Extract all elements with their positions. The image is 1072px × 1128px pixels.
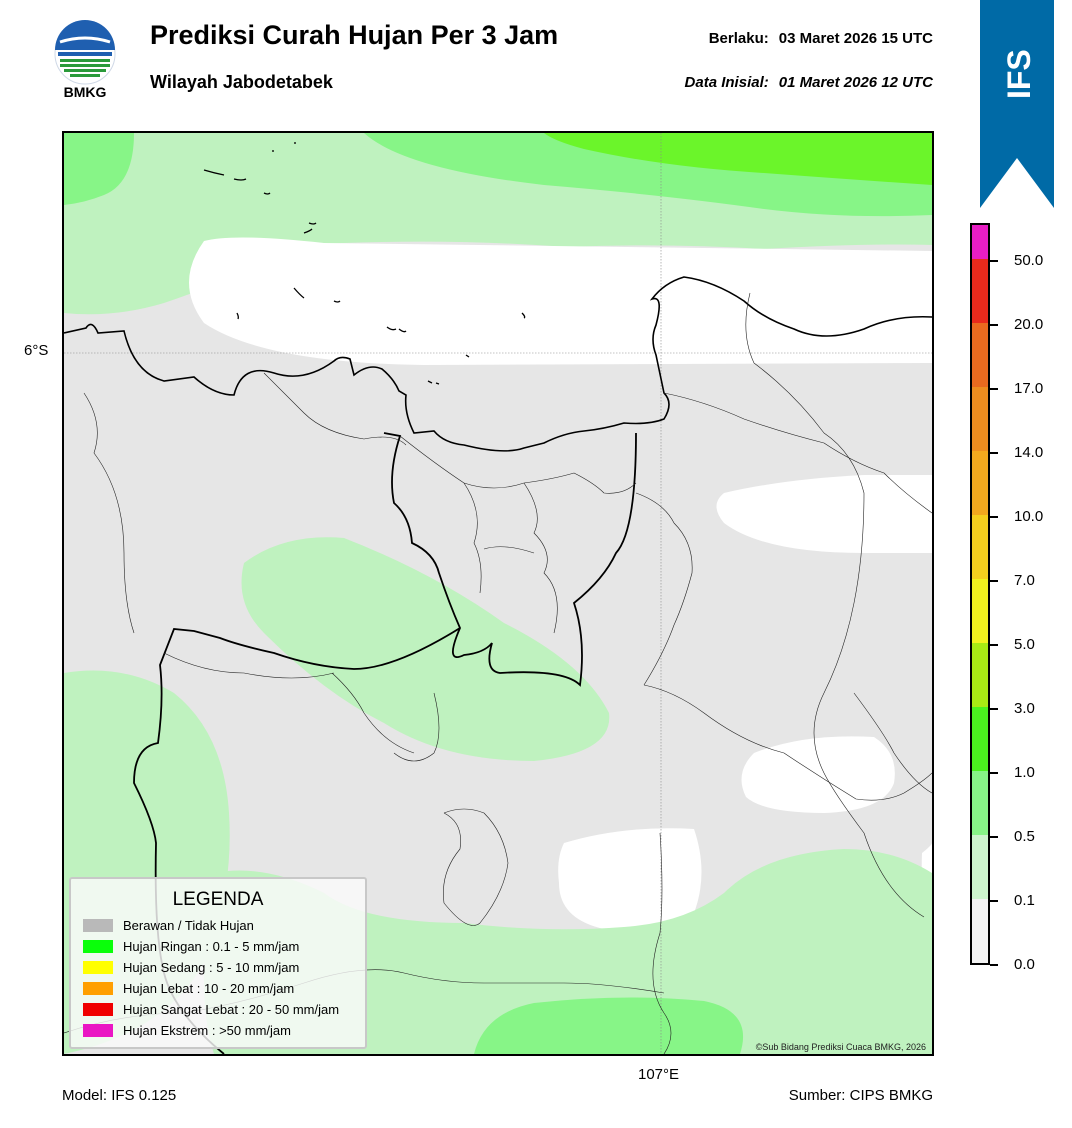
colorbar-tick-label: 17.0: [1014, 380, 1044, 397]
legend-label-cloudy: Berawan / Tidak Hujan: [123, 917, 254, 933]
colorbar-segment: [972, 899, 988, 963]
model-badge-text: IFS: [1001, 49, 1037, 99]
map-subtitle: Wilayah Jabodetabek: [150, 72, 333, 92]
init-time-label: Data Inisial:: [684, 74, 769, 91]
no-rain-band: [189, 237, 932, 365]
colorbar-tick-label: 0.0: [1014, 956, 1035, 973]
colorbar-tick-label: 14.0: [1014, 444, 1044, 461]
colorbar-segment: [972, 323, 988, 387]
legend-label-moderate-rain: Hujan Sedang : 5 - 10 mm/jam: [123, 959, 300, 975]
legend-label-extreme-rain: Hujan Ekstrem : >50 mm/jam: [123, 1022, 291, 1038]
legend-item-light-rain: Hujan Ringan : 0.1 - 5 mm/jam: [83, 938, 299, 954]
legend-item-cloudy: Berawan / Tidak Hujan: [83, 917, 254, 933]
java-coastline: [64, 276, 932, 452]
colorbar-tick-label: 20.0: [1014, 316, 1044, 333]
legend-swatch-light-rain: [83, 939, 113, 953]
colorbar-segment: [972, 835, 988, 899]
valid-time-value: 03 Maret 2026 15 UTC: [778, 30, 933, 47]
colorbar-tick: [990, 388, 998, 390]
rain-zone-central: [241, 537, 610, 761]
thousand-islands: [203, 142, 526, 385]
colorbar-tick: [990, 516, 998, 518]
colorbar-tick-label: 5.0: [1014, 636, 1035, 653]
colorbar-tick: [990, 708, 998, 710]
valid-time-label: Berlaku:: [708, 30, 769, 47]
legend-item-extreme-rain: Hujan Ekstrem : >50 mm/jam: [83, 1022, 291, 1038]
colorbar-tick-label: 0.1: [1014, 892, 1035, 909]
colorbar-tick: [990, 772, 998, 774]
no-rain-patch-southeast: [741, 736, 895, 813]
colorbar-tick: [990, 644, 998, 646]
no-rain-patch-south: [558, 828, 702, 930]
colorbar-segment: [972, 451, 988, 515]
colorbar-segment: [972, 515, 988, 579]
map-legend: LEGENDA Berawan / Tidak Hujan Hujan Ring…: [69, 877, 367, 1049]
init-time: Data Inisial: 01 Maret 2026 12 UTC: [685, 74, 933, 91]
colorbar-tick: [990, 900, 998, 902]
init-time-value: 01 Maret 2026 12 UTC: [778, 74, 933, 91]
map-title: Prediksi Curah Hujan Per 3 Jam: [150, 20, 559, 50]
copyright-text: ©Sub Bidang Prediksi Cuaca BMKG, 2026: [756, 1042, 926, 1052]
colorbar-tick: [990, 324, 998, 326]
rain-zone-north-green: [64, 133, 134, 205]
colorbar-tick-label: 1.0: [1014, 764, 1035, 781]
colorbar-tick: [990, 964, 998, 966]
colorbar-tick: [990, 260, 998, 262]
rain-zone-south: [204, 849, 932, 1054]
valid-time: Berlaku: 03 Maret 2026 15 UTC: [709, 30, 933, 47]
map-canvas: ©Sub Bidang Prediksi Cuaca BMKG, 2026: [64, 133, 932, 1054]
legend-title: LEGENDA: [172, 889, 264, 910]
legend-swatch-very-heavy-rain: [83, 1002, 113, 1016]
colorbar-tick: [990, 452, 998, 454]
colorbar-segment: [972, 707, 988, 771]
colorbar: [970, 223, 990, 965]
legend-swatch-cloudy: [83, 918, 113, 932]
colorbar-tick: [990, 836, 998, 838]
bmkg-logo: [54, 20, 116, 85]
legend-item-heavy-rain: Hujan Lebat : 10 - 20 mm/jam: [83, 980, 294, 996]
colorbar-segment: [972, 579, 988, 643]
model-info: Model: IFS 0.125: [62, 1087, 177, 1104]
colorbar-tick-label: 7.0: [1014, 572, 1035, 589]
legend-label-light-rain: Hujan Ringan : 0.1 - 5 mm/jam: [123, 938, 300, 954]
colorbar-segment: [972, 259, 988, 323]
colorbar-tick-label: 50.0: [1014, 252, 1044, 269]
source-info: Sumber: CIPS BMKG: [788, 1087, 933, 1104]
legend-label-heavy-rain: Hujan Lebat : 10 - 20 mm/jam: [123, 980, 295, 996]
longitude-label: 107°E: [638, 1066, 680, 1083]
colorbar-segment: [972, 643, 988, 707]
legend-swatch-extreme-rain: [83, 1023, 113, 1037]
colorbar-segment: [972, 225, 988, 259]
no-rain-patch-east: [716, 475, 932, 553]
logo-text: BMKG: [63, 84, 107, 100]
legend-label-very-heavy-rain: Hujan Sangat Lebat : 20 - 50 mm/jam: [123, 1001, 340, 1017]
legend-swatch-heavy-rain: [83, 981, 113, 995]
district-borders: [64, 292, 932, 1054]
rain-zone-south-green: [474, 997, 744, 1054]
colorbar-segment: [972, 387, 988, 451]
rainfall-map: ©Sub Bidang Prediksi Cuaca BMKG, 2026: [62, 131, 934, 1056]
legend-swatch-moderate-rain: [83, 960, 113, 974]
rain-zone-northeast-strong: [544, 133, 932, 185]
colorbar-tick-label: 0.5: [1014, 828, 1035, 845]
legend-item-moderate-rain: Hujan Sedang : 5 - 10 mm/jam: [83, 959, 299, 975]
legend-item-very-heavy-rain: Hujan Sangat Lebat : 20 - 50 mm/jam: [83, 1001, 339, 1017]
model-ribbon: IFS: [980, 0, 1054, 208]
latitude-label: 6°S: [24, 342, 49, 359]
colorbar-tick-label: 3.0: [1014, 700, 1035, 717]
colorbar-tick: [990, 580, 998, 582]
colorbar-segment: [972, 771, 988, 835]
colorbar-tick-label: 10.0: [1014, 508, 1044, 525]
